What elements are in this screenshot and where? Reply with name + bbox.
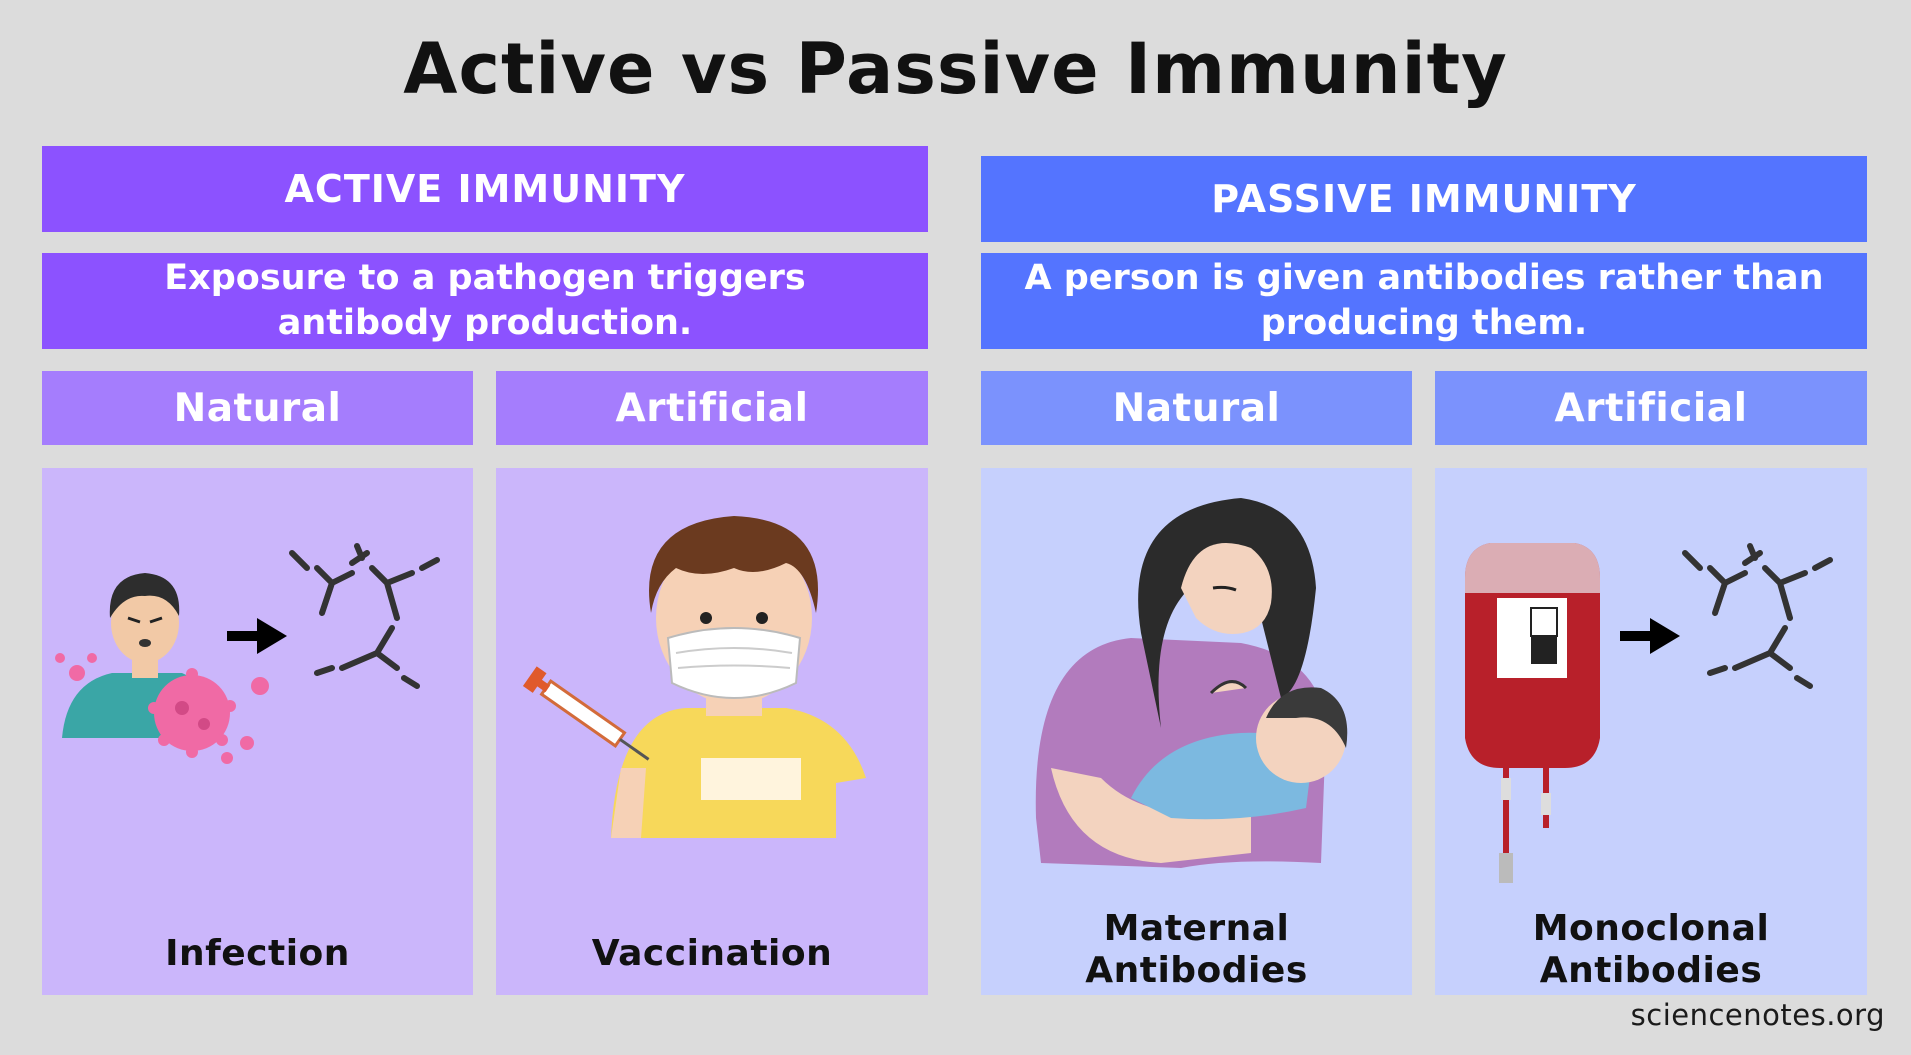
page-title: Active vs Passive Immunity: [403, 28, 1508, 110]
monoclonal-illustration: [1465, 543, 1833, 883]
passive-natural-header: Natural: [981, 371, 1412, 445]
infection-illustration: [55, 543, 440, 764]
source-credit: sciencenotes.org: [1630, 998, 1885, 1032]
vaccination-illustration: [522, 516, 866, 838]
vaccination-caption: Vaccination: [591, 933, 833, 974]
monoclonal-caption-line1: Monoclonal: [1532, 908, 1770, 949]
passive-desc-line1: A person is given antibodies rather than: [1024, 258, 1824, 298]
breastfeeding-illustration: [1035, 498, 1348, 868]
passive-artificial-header: Artificial: [1435, 371, 1867, 445]
virus-icon: [55, 653, 269, 764]
syringe-icon: [522, 666, 650, 761]
antibody-icon: [289, 543, 440, 689]
active-desc-line1: Exposure to a pathogen triggers: [164, 258, 806, 298]
maternal-antibodies-panel: Maternal Antibodies: [981, 468, 1412, 995]
vaccination-panel: Vaccination: [496, 468, 928, 995]
active-natural-header: Natural: [42, 371, 473, 445]
name-tag: [701, 758, 801, 800]
active-desc-line2: antibody production.: [277, 303, 693, 343]
face-mask: [666, 627, 802, 699]
active-immunity-description: Exposure to a pathogen triggers antibody…: [42, 253, 928, 349]
active-artificial-header: Artificial: [496, 371, 928, 445]
active-heading-text: ACTIVE IMMUNITY: [284, 167, 686, 211]
child-hair: [649, 516, 819, 613]
maternal-caption: Maternal Antibodies: [981, 908, 1412, 992]
infection-caption: Infection: [165, 933, 350, 974]
maternal-caption-line1: Maternal: [1103, 908, 1290, 949]
monoclonal-antibodies-panel: Monoclonal Antibodies: [1435, 468, 1867, 995]
passive-heading-text: PASSIVE IMMUNITY: [1211, 177, 1637, 221]
passive-natural-label: Natural: [1112, 385, 1281, 431]
active-immunity-heading: ACTIVE IMMUNITY: [42, 146, 928, 232]
passive-immunity-description: A person is given antibodies rather than…: [981, 253, 1867, 349]
maternal-caption-line2: Antibodies: [1085, 950, 1308, 991]
passive-desc-line2: producing them.: [1260, 303, 1588, 343]
passive-immunity-heading: PASSIVE IMMUNITY: [981, 156, 1867, 242]
infection-panel: Infection: [42, 468, 473, 995]
monoclonal-caption-line2: Antibodies: [1539, 950, 1763, 991]
monoclonal-caption: Monoclonal Antibodies: [1435, 908, 1867, 992]
mother-hair: [1138, 498, 1316, 728]
active-artificial-label: Artificial: [615, 385, 809, 431]
antibody-icon: [1682, 543, 1833, 689]
passive-artificial-label: Artificial: [1554, 385, 1748, 431]
sick-person-face: [111, 583, 179, 663]
active-natural-label: Natural: [173, 385, 342, 431]
